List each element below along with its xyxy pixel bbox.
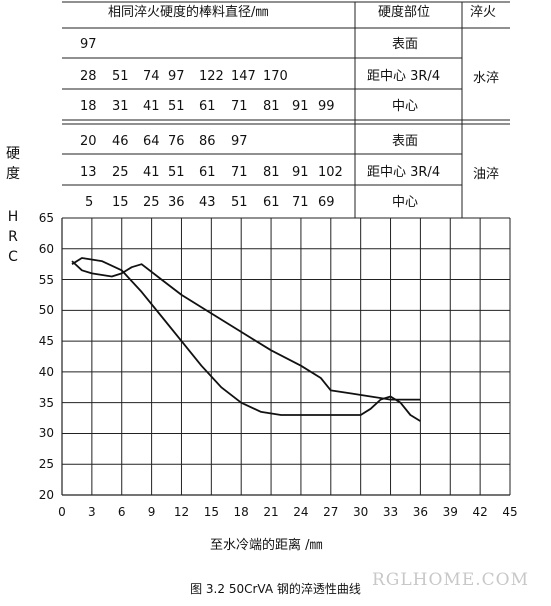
value-cell: 20 <box>80 134 97 149</box>
value-cell: 97 <box>80 37 97 52</box>
y-axis-label-r: R <box>8 229 18 245</box>
x-tick-label: 45 <box>502 505 518 519</box>
x-tick-label: 30 <box>353 505 369 519</box>
hardenability-curve-2 <box>71 260 421 401</box>
value-cell: 51 <box>112 69 129 84</box>
value-cell: 51 <box>168 165 185 180</box>
value-cell: 71 <box>292 195 309 210</box>
water-quench-label: 水淬 <box>473 71 500 86</box>
y-tick-label: 25 <box>38 457 54 472</box>
y-tick-label: 65 <box>38 211 54 225</box>
y-tick-label: 35 <box>38 395 54 410</box>
value-cell: 170 <box>263 69 288 84</box>
value-cell: 18 <box>80 99 97 114</box>
value-cell: 15 <box>112 195 129 210</box>
oil-position-three-quarter: 距中心 3R/4 <box>367 165 441 180</box>
position-header: 硬度部位 <box>378 5 431 20</box>
water-position-center: 中心 <box>392 99 419 114</box>
x-tick-label: 0 <box>58 505 66 519</box>
y-axis-label-hard: 硬 <box>6 146 20 162</box>
x-tick-label: 21 <box>263 505 279 519</box>
y-axis-label-c: C <box>8 249 18 265</box>
value-cell: 41 <box>143 165 160 180</box>
oil-position-surface: 表面 <box>392 134 419 149</box>
quench-header: 淬火 <box>470 5 497 20</box>
value-cell: 97 <box>231 134 248 149</box>
value-cell: 51 <box>231 195 248 210</box>
x-tick-label: 24 <box>293 505 309 519</box>
value-cell: 71 <box>231 165 248 180</box>
x-tick-label: 33 <box>382 505 399 519</box>
y-tick-label: 20 <box>38 488 54 502</box>
value-cell: 102 <box>318 165 343 180</box>
x-tick-label: 42 <box>472 505 488 519</box>
x-tick-label: 15 <box>203 505 219 519</box>
watermark: RGLHOME.COM <box>372 570 530 590</box>
value-cell: 97 <box>168 69 185 84</box>
y-tick-label: 60 <box>38 241 54 256</box>
value-cell: 41 <box>143 99 160 114</box>
value-cell: 76 <box>168 134 185 149</box>
y-tick-label: 40 <box>38 364 54 379</box>
oil-position-center: 中心 <box>392 195 419 210</box>
value-cell: 25 <box>143 195 160 210</box>
y-tick-label: 30 <box>38 426 54 441</box>
figure-caption: 图 3.2 50CrVA 钢的淬透性曲线 <box>190 582 361 596</box>
value-cell: 36 <box>168 195 185 210</box>
value-cell: 81 <box>263 99 280 114</box>
value-cell: 13 <box>80 165 97 180</box>
x-tick-label: 3 <box>88 505 96 519</box>
value-cell: 71 <box>231 99 248 114</box>
value-cell: 69 <box>318 195 335 210</box>
value-cell: 81 <box>263 165 280 180</box>
y-tick-label: 50 <box>38 303 54 318</box>
value-cell: 147 <box>231 69 256 84</box>
x-tick-label: 36 <box>412 505 429 519</box>
value-cell: 64 <box>143 134 160 149</box>
y-tick-label: 55 <box>38 272 54 287</box>
value-cell: 43 <box>199 195 216 210</box>
y-axis-label-degree: 度 <box>6 166 20 182</box>
value-cell: 31 <box>112 99 129 114</box>
y-axis-label-h: H <box>7 209 19 225</box>
value-cell: 61 <box>199 165 216 180</box>
water-position-surface: 表面 <box>392 37 419 52</box>
x-tick-label: 12 <box>173 505 190 519</box>
value-cell: 25 <box>112 165 129 180</box>
value-cell: 5 <box>85 195 94 210</box>
value-cell: 28 <box>80 69 97 84</box>
oil-quench-label: 油淬 <box>473 167 500 182</box>
value-cell: 91 <box>292 165 309 180</box>
value-cell: 91 <box>292 99 309 114</box>
x-tick-label: 27 <box>323 505 339 519</box>
x-tick-label: 6 <box>117 505 126 519</box>
value-cell: 74 <box>143 69 160 84</box>
value-cell: 99 <box>318 99 335 114</box>
x-tick-label: 18 <box>233 505 249 519</box>
x-tick-label: 39 <box>442 505 458 519</box>
water-position-three-quarter: 距中心 3R/4 <box>367 69 441 84</box>
x-tick-label: 9 <box>147 505 156 519</box>
diameter-header: 相同淬火硬度的棒料直径/㎜ <box>108 5 269 20</box>
x-axis-title: 至水冷端的距离 /㎜ <box>210 538 323 553</box>
value-cell: 51 <box>168 99 185 114</box>
value-cell: 122 <box>199 69 224 84</box>
value-cell: 86 <box>199 134 216 149</box>
value-cell: 46 <box>112 134 129 149</box>
y-tick-label: 45 <box>38 334 54 349</box>
value-cell: 61 <box>263 195 280 210</box>
value-cell: 61 <box>199 99 216 114</box>
